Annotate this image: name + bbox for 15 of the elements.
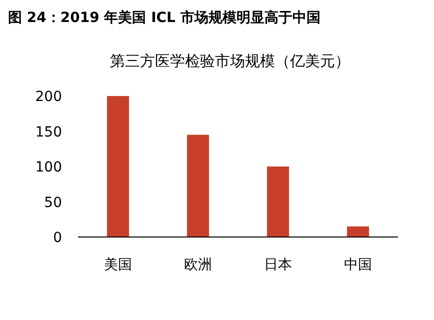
x-tick-label: 日本 [264,257,292,273]
bar [107,96,129,237]
y-tick-label: 200 [35,89,62,105]
y-tick-label: 50 [44,194,62,211]
chart-subtitle: 第三方医学检验市场规模（亿美元） [110,52,350,70]
bar [187,134,209,237]
y-tick-label: 0 [53,230,62,246]
x-tick-label: 美国 [104,257,132,273]
y-tick-label: 100 [35,160,62,176]
chart-title: 图 24：2019 年美国 ICL 市场规模明显高于中国 [8,9,320,26]
x-tick-label: 中国 [344,257,372,273]
x-tick-label: 欧洲 [184,257,212,273]
y-tick-label: 150 [35,124,62,140]
bar [267,166,289,237]
bar [347,226,369,237]
